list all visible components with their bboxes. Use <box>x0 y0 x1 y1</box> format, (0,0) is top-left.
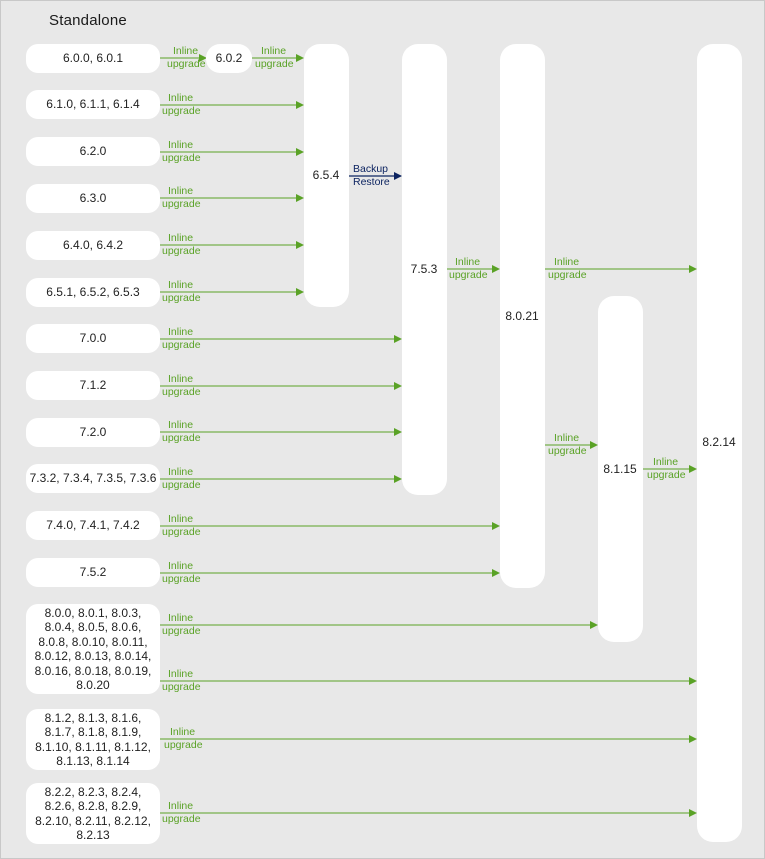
target-box-7-5-3 <box>402 44 447 495</box>
source-box-6-2: 6.2.0 <box>26 137 160 166</box>
target-box-6-5-4 <box>304 44 349 307</box>
target-label-6-5-4: 6.5.4 <box>312 168 340 182</box>
source-box-7-2: 7.2.0 <box>26 418 160 447</box>
source-box-7-0: 7.0.0 <box>26 324 160 353</box>
edge-6-3-to-6-5-4-label: Inline upgrade <box>162 185 201 210</box>
edge-8-0-21-to-8-1-15-label: Inline upgrade <box>548 432 587 457</box>
source-box-6-5: 6.5.1, 6.5.2, 6.5.3 <box>26 278 160 307</box>
target-box-8-1-15 <box>598 296 643 642</box>
edge-8-0b-to-8-2-14-label: Inline upgrade <box>162 668 201 693</box>
source-box-6-3: 6.3.0 <box>26 184 160 213</box>
edge-8-2-to-8-2-14-label: Inline upgrade <box>162 800 201 825</box>
diagram-title: Standalone <box>49 12 127 29</box>
source-box-8-1: 8.1.2, 8.1.3, 8.1.6, 8.1.7, 8.1.8, 8.1.9… <box>26 709 160 770</box>
edge-6-4-to-6-5-4-label: Inline upgrade <box>162 232 201 257</box>
source-box-6-4: 6.4.0, 6.4.2 <box>26 231 160 260</box>
edge-6-5-4-to-7-5-3-label: Backup Restore <box>353 163 390 188</box>
target-box-8-2-14 <box>697 44 742 842</box>
edge-7-4-to-8-0-21-label: Inline upgrade <box>162 513 201 538</box>
edge-7-5-to-8-0-21-label: Inline upgrade <box>162 560 201 585</box>
target-label-8-1-15: 8.1.15 <box>603 462 637 476</box>
edge-6-0-2-to-6-5-4-label: Inline upgrade <box>255 45 294 70</box>
edge-6-5-to-6-5-4-label: Inline upgrade <box>162 279 201 304</box>
source-box-7-1: 7.1.2 <box>26 371 160 400</box>
edge-7-5-3-to-8-0-21-label: Inline upgrade <box>449 256 488 281</box>
edge-7-1-to-7-5-3-label: Inline upgrade <box>162 373 201 398</box>
edge-7-0-to-7-5-3-label: Inline upgrade <box>162 326 201 351</box>
source-box-7-4: 7.4.0, 7.4.1, 7.4.2 <box>26 511 160 540</box>
source-box-6-0: 6.0.0, 6.0.1 <box>26 44 160 73</box>
target-label-8-0-21: 8.0.21 <box>505 309 539 323</box>
source-box-6-1: 6.1.0, 6.1.1, 6.1.4 <box>26 90 160 119</box>
target-label-8-2-14: 8.2.14 <box>702 435 736 449</box>
target-box-8-0-21 <box>500 44 545 588</box>
edge-6-2-to-6-5-4-label: Inline upgrade <box>162 139 201 164</box>
edge-8-0-21-to-8-2-14-label: Inline upgrade <box>548 256 587 281</box>
source-box-7-3: 7.3.2, 7.3.4, 7.3.5, 7.3.6 <box>26 464 160 493</box>
edge-6-0-to-6-0-2-label: Inline upgrade <box>167 45 206 70</box>
intermediate-box-6-0-2: 6.0.2 <box>206 44 252 73</box>
source-box-8-2: 8.2.2, 8.2.3, 8.2.4, 8.2.6, 8.2.8, 8.2.9… <box>26 783 160 844</box>
edge-6-1-to-6-5-4-label: Inline upgrade <box>162 92 201 117</box>
edge-8-1-15-to-8-2-14-label: Inline upgrade <box>647 456 686 481</box>
target-label-7-5-3: 7.5.3 <box>410 262 438 276</box>
source-box-7-5: 7.5.2 <box>26 558 160 587</box>
edge-7-3-to-7-5-3-label: Inline upgrade <box>162 466 201 491</box>
edge-8-0-to-8-1-15-label: Inline upgrade <box>162 612 201 637</box>
edge-7-2-to-7-5-3-label: Inline upgrade <box>162 419 201 444</box>
source-box-8-0: 8.0.0, 8.0.1, 8.0.3, 8.0.4, 8.0.5, 8.0.6… <box>26 604 160 694</box>
edge-8-1-to-8-2-14-label: Inline upgrade <box>164 726 203 751</box>
